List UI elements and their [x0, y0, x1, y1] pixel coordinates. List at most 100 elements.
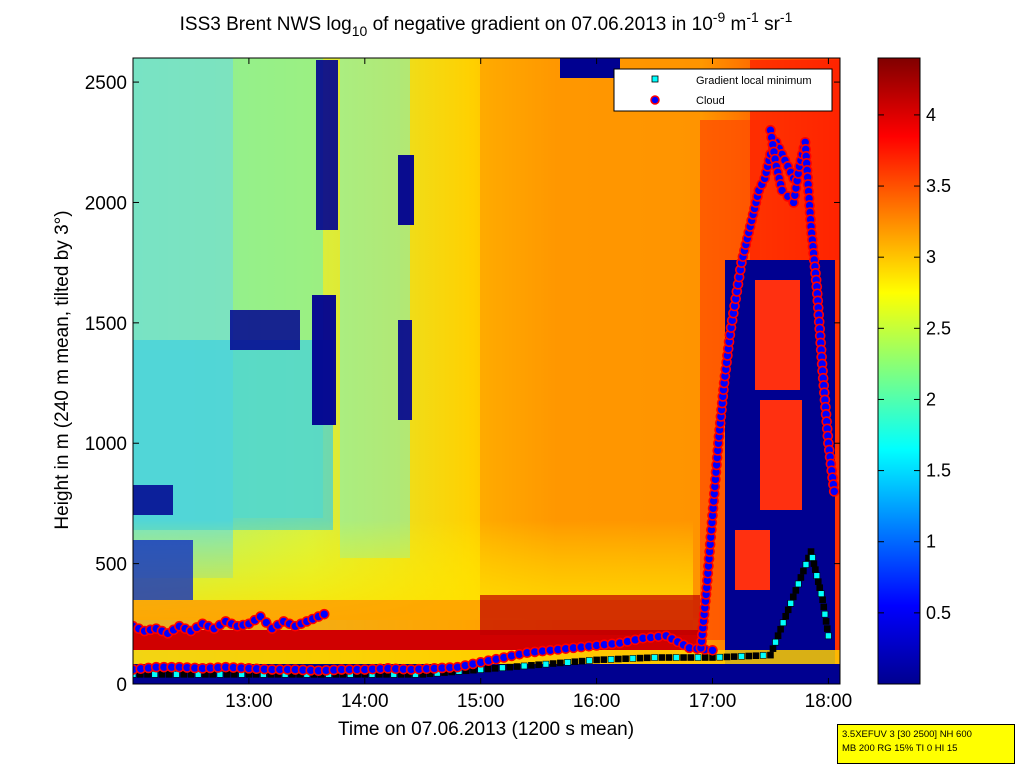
gradient-min-marker [528, 662, 535, 669]
gradient-min-marker [687, 654, 695, 661]
gradient-min-marker [802, 561, 810, 568]
plot-frame [132, 57, 841, 685]
gradient-min-marker [499, 664, 506, 672]
gradient-min-marker [484, 665, 492, 673]
gradient-min-marker [571, 658, 579, 666]
gradient-min-marker [820, 603, 828, 611]
x-tick-label: 15:00 [457, 691, 505, 712]
marker-layer [133, 124, 840, 678]
gradient-min-marker [812, 566, 819, 573]
y-axis-label: Height in m (240 m mean, tilted by 3°) [52, 210, 73, 529]
gradient-min-marker [767, 651, 774, 659]
colorbar-tick-label: 1.5 [926, 461, 951, 481]
gradient-min-marker [644, 654, 651, 662]
colorbar-tick-label: 3 [926, 247, 936, 267]
gradient-min-marker [600, 656, 608, 663]
gradient-min-marker [810, 560, 818, 567]
gradient-min-marker [622, 655, 629, 663]
x-tick-label: 17:00 [689, 691, 737, 712]
title-part: sr [759, 14, 781, 35]
gradient-min-marker [800, 567, 807, 575]
colorbar-tick-label: 1 [926, 532, 936, 552]
gradient-min-marker [694, 654, 702, 661]
gradient-min-marker [651, 654, 658, 661]
gradient-min-marker [752, 652, 760, 660]
legend-label-cloud: Cloud [696, 95, 725, 107]
gradient-min-marker [723, 653, 731, 661]
gradient-min-marker [784, 606, 792, 614]
gradient-min-marker [772, 638, 779, 646]
y-tick-label: 0 [116, 675, 127, 696]
gradient-min-marker [557, 659, 564, 667]
title-part: of negative gradient on 07.06.2013 in 10 [367, 14, 712, 35]
colorbar-tick-label: 0.5 [926, 603, 951, 623]
gradient-min-marker [491, 665, 499, 672]
colorbar-tick-label: 2.5 [926, 318, 951, 338]
title-part: 10 [352, 23, 368, 39]
gradient-min-marker [779, 619, 787, 627]
gradient-min-marker [817, 590, 825, 598]
title-part: -1 [780, 9, 793, 25]
gradient-min-marker [607, 656, 615, 663]
gradient-min-marker [782, 612, 789, 620]
x-tick-label: 16:00 [573, 691, 621, 712]
colorbar: 0.5 1 1.5 2 2.5 3 3.5 4 [877, 57, 951, 685]
title-part: ISS3 Brent NWS log [180, 14, 352, 35]
cloud-marker [707, 644, 718, 656]
gradient-min-marker [821, 610, 829, 618]
y-tick-label: 500 [95, 555, 127, 576]
gradient-min-marker [797, 574, 805, 581]
info-box: 3.5XEFUV 3 [30 2500] NH 600 MB 200 RG 15… [837, 724, 1015, 764]
legend: Gradient local minimum Cloud [613, 68, 833, 112]
gradient-min-marker [593, 656, 600, 664]
gradient-min-marker [816, 584, 824, 591]
gradient-min-marker [819, 596, 826, 604]
title-part: m [725, 14, 746, 35]
gradient-min-marker [795, 580, 802, 588]
gradient-min-marker [777, 625, 784, 633]
x-axis-label: Time on 07.06.2013 (1200 s mean) [338, 719, 634, 740]
heatmap [133, 58, 840, 684]
gradient-min-marker [730, 653, 738, 660]
gradient-min-marker [825, 632, 832, 640]
gradient-min-marker [701, 654, 709, 661]
gradient-min-marker [738, 653, 745, 660]
gradient-min-marker [813, 572, 821, 579]
colorbar-tick-label: 2 [926, 389, 936, 409]
colorbar-tick-label: 3.5 [926, 176, 951, 196]
cloud-marker [828, 486, 840, 497]
gradient-min-marker [787, 600, 795, 607]
gradient-min-marker [542, 660, 550, 668]
gradient-min-marker [629, 655, 637, 662]
gradient-min-marker [658, 654, 666, 661]
x-tick-label: 14:00 [341, 691, 389, 712]
gradient-min-marker [809, 554, 816, 561]
gradient-min-marker [774, 632, 782, 639]
gradient-min-marker [665, 654, 673, 661]
y-tick-label: 2000 [85, 193, 127, 214]
gradient-min-marker [564, 659, 571, 666]
info-line-2: MB 200 RG 15% TI 0 HI 15 [842, 743, 958, 754]
legend-label-gradient: Gradient local minimum [696, 75, 812, 87]
gradient-min-marker [814, 578, 822, 585]
gradient-min-marker [680, 654, 687, 661]
y-axis: 0 500 1000 1500 2000 2500 [85, 73, 840, 696]
gradient-min-marker [520, 662, 528, 670]
gradient-min-marker [636, 654, 644, 662]
gradient-min-marker [716, 653, 724, 661]
gradient-min-marker [807, 548, 815, 555]
gradient-min-marker [513, 663, 521, 670]
title-part: -9 [713, 9, 726, 25]
gradient-min-marker [745, 652, 753, 660]
gradient-min-marker [759, 652, 767, 659]
y-tick-label: 1500 [85, 314, 127, 335]
gradient-min-marker [789, 593, 797, 601]
gradient-min-marker [672, 654, 680, 661]
info-line-1: 3.5XEFUV 3 [30 2500] NH 600 [842, 729, 972, 740]
cloud-marker [318, 608, 330, 620]
legend-cloud-marker [650, 95, 660, 105]
gradient-min-marker [549, 660, 557, 667]
y-tick-label: 1000 [85, 434, 127, 455]
gradient-min-marker [792, 587, 800, 594]
